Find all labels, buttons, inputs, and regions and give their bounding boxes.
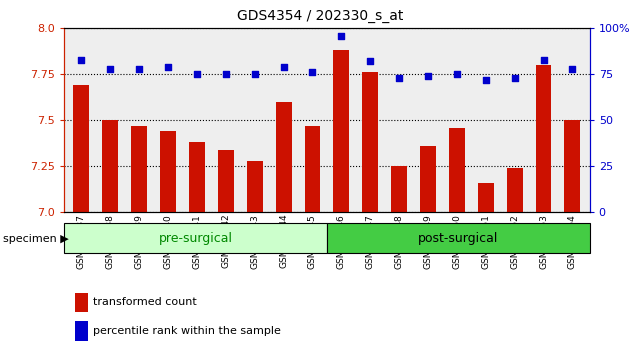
Bar [131,126,147,212]
Bar [74,85,89,212]
Point [76,57,87,62]
Bar [304,126,320,212]
Bar [218,150,234,212]
Bar [506,168,522,212]
Point [134,66,144,72]
Bar [362,73,378,212]
Point [538,57,549,62]
Bar [276,102,292,212]
Point [452,72,462,77]
Point [163,64,173,70]
Bar [247,161,263,212]
Point [307,70,317,75]
Point [105,66,115,72]
Point [337,33,347,39]
Point [278,64,288,70]
Bar [327,223,590,253]
Bar [391,166,407,212]
Text: pre-surgical: pre-surgical [158,232,233,245]
Point [510,75,520,81]
Bar [536,65,551,212]
Point [192,72,202,77]
Bar [333,50,349,212]
Bar [160,131,176,212]
Point [249,72,260,77]
Point [221,72,231,77]
Bar [189,142,205,212]
Text: post-surgical: post-surgical [418,232,499,245]
Point [567,66,578,72]
Bar [449,128,465,212]
Point [423,73,433,79]
Point [365,59,376,64]
Bar [74,293,88,312]
Text: GDS4354 / 202330_s_at: GDS4354 / 202330_s_at [237,9,404,23]
Bar [478,183,494,212]
Text: transformed count: transformed count [93,297,197,307]
Point [394,75,404,81]
Text: specimen ▶: specimen ▶ [3,234,69,244]
Bar [64,223,327,253]
Text: percentile rank within the sample: percentile rank within the sample [93,326,281,336]
Bar [74,321,88,341]
Bar [565,120,580,212]
Point [481,77,491,83]
Bar [420,146,436,212]
Bar [103,120,118,212]
